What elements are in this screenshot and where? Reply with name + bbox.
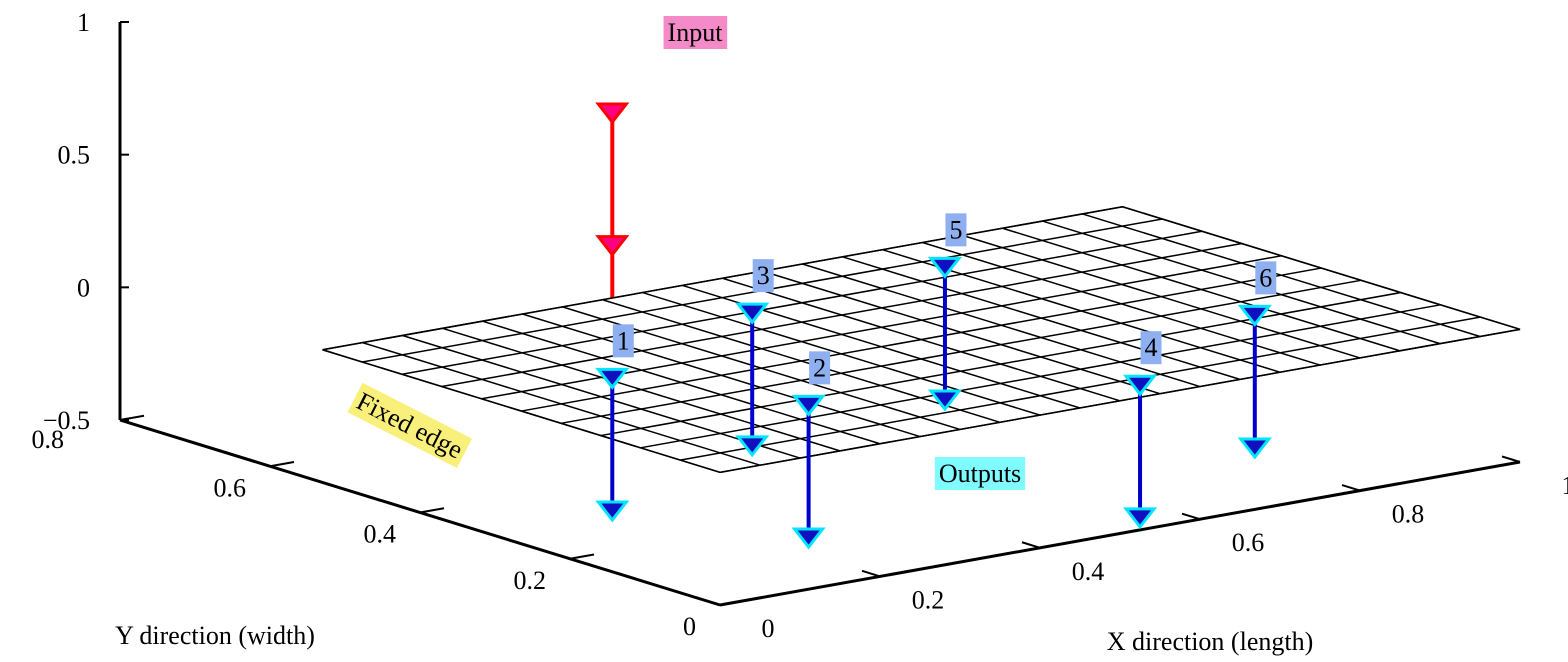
plate-grid [640,304,1441,449]
output-marker [1237,437,1272,460]
output-marker [927,256,963,279]
output-number-text: 3 [757,261,770,290]
x-axis-label: X direction (length) [1107,627,1314,656]
x-tick [1501,455,1521,463]
input-marker [595,235,630,258]
output-number-text: 6 [1259,263,1272,292]
plate-grid [401,230,1203,376]
output-number-box [1255,261,1277,295]
output-marker [791,394,826,417]
output-number: 3 [752,259,774,293]
x-tick-label: 0 [762,614,775,643]
output-marker [927,389,963,412]
output-number: 2 [809,351,831,385]
y-axis [119,418,721,607]
output-number-box [752,259,774,293]
y-tick-label: 0.6 [214,473,247,502]
y-tick-label: 0.8 [32,425,65,454]
plate-grid [719,328,1521,474]
output-marker [735,435,770,458]
outputs-label: Outputs [934,457,1026,490]
z-tick-label: 1 [77,8,90,37]
x-tick-label: 0.2 [912,585,945,614]
y-tick [719,599,745,606]
output-number: 1 [612,324,634,358]
plate-grid [521,267,1322,412]
fixed-edge-label-text: Fixed edge [352,386,467,464]
y-tick-label: 0 [683,612,696,641]
fixed-edge-label-box [347,382,472,469]
output-number-box [809,351,831,385]
output-marker [791,527,826,550]
plate-grid [560,279,1362,425]
output-marker [595,500,630,523]
plate-grid [600,291,1401,437]
y-tick [569,553,595,560]
output-number: 6 [1255,261,1277,295]
output-number-box [612,324,634,358]
x-tick-label: 0.4 [1072,557,1105,586]
y-axis-label: Y direction (width) [115,621,315,650]
x-axis [719,460,1521,607]
input-label: Input [663,16,728,49]
y-tick-label: 0.2 [514,566,547,595]
z-tick-label: −0.5 [43,406,90,435]
output-number-text: 2 [813,353,826,382]
y-tick [269,460,295,468]
x-tick [1181,512,1201,521]
x-tick [1341,484,1361,492]
x-tick-label: 1 [1562,471,1568,500]
output-marker [1122,374,1158,397]
y-tick [419,507,445,514]
output-number-text: 1 [617,326,630,355]
input-label-box [663,16,728,49]
output-marker [1122,507,1158,530]
x-tick [701,598,721,606]
z-tick-label: 0 [77,273,90,302]
x-tick [861,569,881,578]
outputs-label-box [934,457,1026,490]
z-tick-label: 0.5 [58,141,91,170]
plate-grid [680,316,1481,461]
output-marker [595,367,630,390]
y-tick-label: 0.4 [364,520,397,549]
x-tick-label: 0.8 [1392,500,1425,529]
x-tick-label: 0.6 [1232,528,1265,557]
outputs-label-text: Outputs [939,459,1021,488]
plate-grid [441,242,1242,388]
output-marker [735,302,770,325]
x-tick [1021,541,1041,549]
output-number-box [1140,331,1162,365]
output-number-box [945,213,967,247]
input-label-text: Input [668,18,724,47]
output-number-text: 5 [949,215,962,244]
fixed-edge-label: Fixed edge [347,382,472,469]
output-number: 5 [945,213,967,247]
output-marker [1237,304,1272,327]
plate-grid [322,206,1123,351]
input-marker [595,102,630,125]
output-number: 4 [1140,331,1162,365]
output-number-text: 4 [1145,333,1158,362]
